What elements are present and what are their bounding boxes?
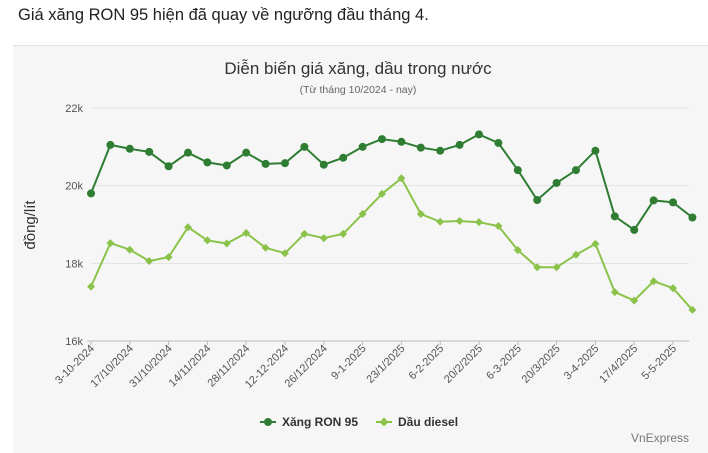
series-layer	[87, 130, 697, 314]
data-point-ron95	[494, 138, 503, 147]
series-diesel	[87, 174, 697, 314]
data-point-ron95	[87, 189, 95, 198]
x-tick-label: 20/3/2025	[520, 343, 563, 386]
data-point-ron95	[397, 137, 406, 146]
data-point-ron95	[222, 161, 231, 170]
data-point-ron95	[475, 130, 483, 139]
x-tick-label: 20/2/2025	[442, 343, 485, 386]
data-point-ron95	[649, 196, 658, 205]
data-point-ron95	[300, 142, 309, 151]
data-point-ron95	[688, 213, 697, 222]
data-point-diesel	[87, 282, 95, 291]
y-tick-label: 20k	[65, 181, 83, 193]
line-chart: Diễn biến giá xăng, dầu trong nước (Từ t…	[22, 59, 697, 445]
data-point-ron95	[261, 159, 270, 168]
data-point-ron95	[630, 225, 639, 234]
data-point-ron95	[281, 159, 289, 168]
x-tick-label: 17/4/2025	[597, 343, 640, 386]
data-point-ron95	[610, 212, 619, 221]
data-point-diesel	[572, 250, 580, 259]
legend-diesel-marker	[379, 417, 389, 427]
data-point-ron95	[145, 147, 154, 156]
data-point-ron95	[572, 166, 580, 175]
data-point-ron95	[669, 198, 677, 207]
data-point-ron95	[358, 142, 367, 151]
data-point-diesel	[184, 223, 192, 232]
data-point-diesel	[378, 189, 386, 198]
series-ron95	[87, 130, 697, 234]
data-point-diesel	[358, 210, 367, 219]
chart-container: Diễn biến giá xăng, dầu trong nước (Từ t…	[13, 45, 708, 453]
data-point-ron95	[533, 196, 542, 205]
data-point-diesel	[649, 277, 658, 286]
series-line-diesel	[90, 177, 694, 311]
y-axis-label: đồng/lít	[22, 200, 39, 250]
data-point-diesel	[125, 245, 134, 254]
data-point-diesel	[416, 210, 425, 219]
x-tick-label: 6-3-2025	[484, 343, 524, 383]
data-point-diesel	[261, 243, 270, 252]
y-tick-label: 22k	[65, 103, 83, 115]
data-point-diesel	[552, 263, 561, 272]
data-point-diesel	[222, 239, 231, 248]
data-point-ron95	[319, 160, 328, 169]
data-point-diesel	[242, 229, 251, 238]
data-point-diesel	[145, 257, 154, 266]
data-point-ron95	[164, 162, 173, 171]
data-point-diesel	[591, 239, 600, 248]
data-point-diesel	[319, 234, 328, 243]
data-point-ron95	[203, 158, 212, 167]
data-point-ron95	[455, 140, 464, 149]
x-tick-labels: 3-10-202417/10/202431/10/202414/11/20242…	[53, 341, 679, 391]
x-tick-label: 3-4-2025	[562, 343, 602, 383]
source-credit: VnExpress	[631, 431, 689, 445]
data-point-diesel	[610, 288, 619, 297]
legend-item-diesel[interactable]: Dầu diesel	[376, 415, 458, 429]
data-point-ron95	[436, 146, 445, 155]
series-line-ron95	[90, 133, 694, 231]
data-point-diesel	[164, 253, 173, 262]
data-point-diesel	[106, 239, 115, 248]
legend-ron95-marker	[264, 418, 272, 426]
y-tick-label: 16k	[65, 336, 83, 348]
chart-title: Diễn biến giá xăng, dầu trong nước	[224, 59, 492, 78]
x-tick-label: 6-2-2025	[407, 343, 447, 383]
x-tick-label: 5-5-2025	[639, 343, 679, 383]
data-point-ron95	[513, 166, 522, 175]
data-point-diesel	[475, 218, 483, 227]
y-tick-label: 18k	[65, 258, 83, 270]
data-point-diesel	[630, 296, 639, 305]
data-point-diesel	[281, 249, 289, 258]
data-point-diesel	[203, 236, 212, 245]
data-point-ron95	[125, 144, 134, 153]
legend-item-ron95[interactable]: Xăng RON 95	[260, 415, 358, 429]
data-point-ron95	[106, 140, 115, 149]
data-point-diesel	[533, 263, 542, 272]
legend-diesel-label: Dầu diesel	[398, 415, 458, 429]
data-point-diesel	[688, 305, 697, 314]
data-point-ron95	[591, 146, 600, 155]
data-point-diesel	[513, 246, 522, 255]
data-point-ron95	[339, 153, 348, 162]
grid-layer: 16k 18k 20k 22k	[65, 103, 689, 348]
x-tick-label: 23/1/2025	[364, 343, 407, 386]
data-point-diesel	[436, 217, 445, 226]
data-point-diesel	[455, 217, 464, 226]
chart-subtitle: (Từ tháng 10/2024 - nay)	[300, 84, 417, 96]
data-point-ron95	[552, 178, 561, 187]
data-point-diesel	[339, 229, 348, 238]
data-point-diesel	[300, 229, 309, 238]
data-point-diesel	[669, 284, 677, 293]
data-point-diesel	[397, 174, 406, 183]
data-point-ron95	[378, 135, 386, 144]
legend-ron95-label: Xăng RON 95	[282, 415, 358, 429]
article-caption: Giá xăng RON 95 hiện đã quay về ngưỡng đ…	[18, 6, 429, 24]
data-point-ron95	[184, 148, 192, 157]
data-point-ron95	[242, 148, 251, 157]
data-point-diesel	[494, 222, 503, 231]
legend[interactable]: Xăng RON 95 Dầu diesel	[260, 415, 458, 429]
x-tick-label: 9-1-2025	[329, 343, 369, 383]
data-point-ron95	[416, 143, 425, 152]
